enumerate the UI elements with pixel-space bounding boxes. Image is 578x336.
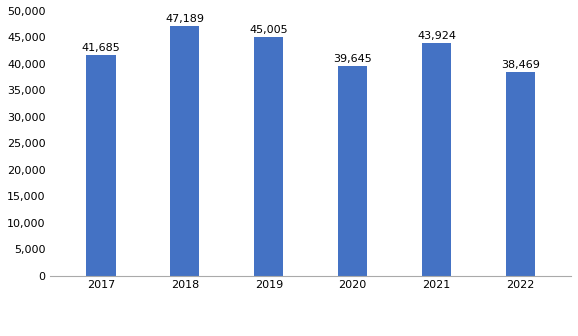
Text: 38,469: 38,469 bbox=[501, 60, 540, 70]
Text: 45,005: 45,005 bbox=[250, 25, 288, 35]
Bar bbox=[86, 55, 116, 276]
Text: 47,189: 47,189 bbox=[165, 14, 204, 24]
Text: 43,924: 43,924 bbox=[417, 31, 456, 41]
Legend: Electrical Machinery: Electrical Machinery bbox=[238, 332, 384, 336]
Bar bbox=[422, 43, 451, 276]
Bar bbox=[338, 66, 368, 276]
Text: 41,685: 41,685 bbox=[81, 43, 120, 53]
Bar bbox=[506, 72, 535, 276]
Bar bbox=[170, 26, 199, 276]
Bar bbox=[254, 37, 283, 276]
Text: 39,645: 39,645 bbox=[334, 54, 372, 64]
